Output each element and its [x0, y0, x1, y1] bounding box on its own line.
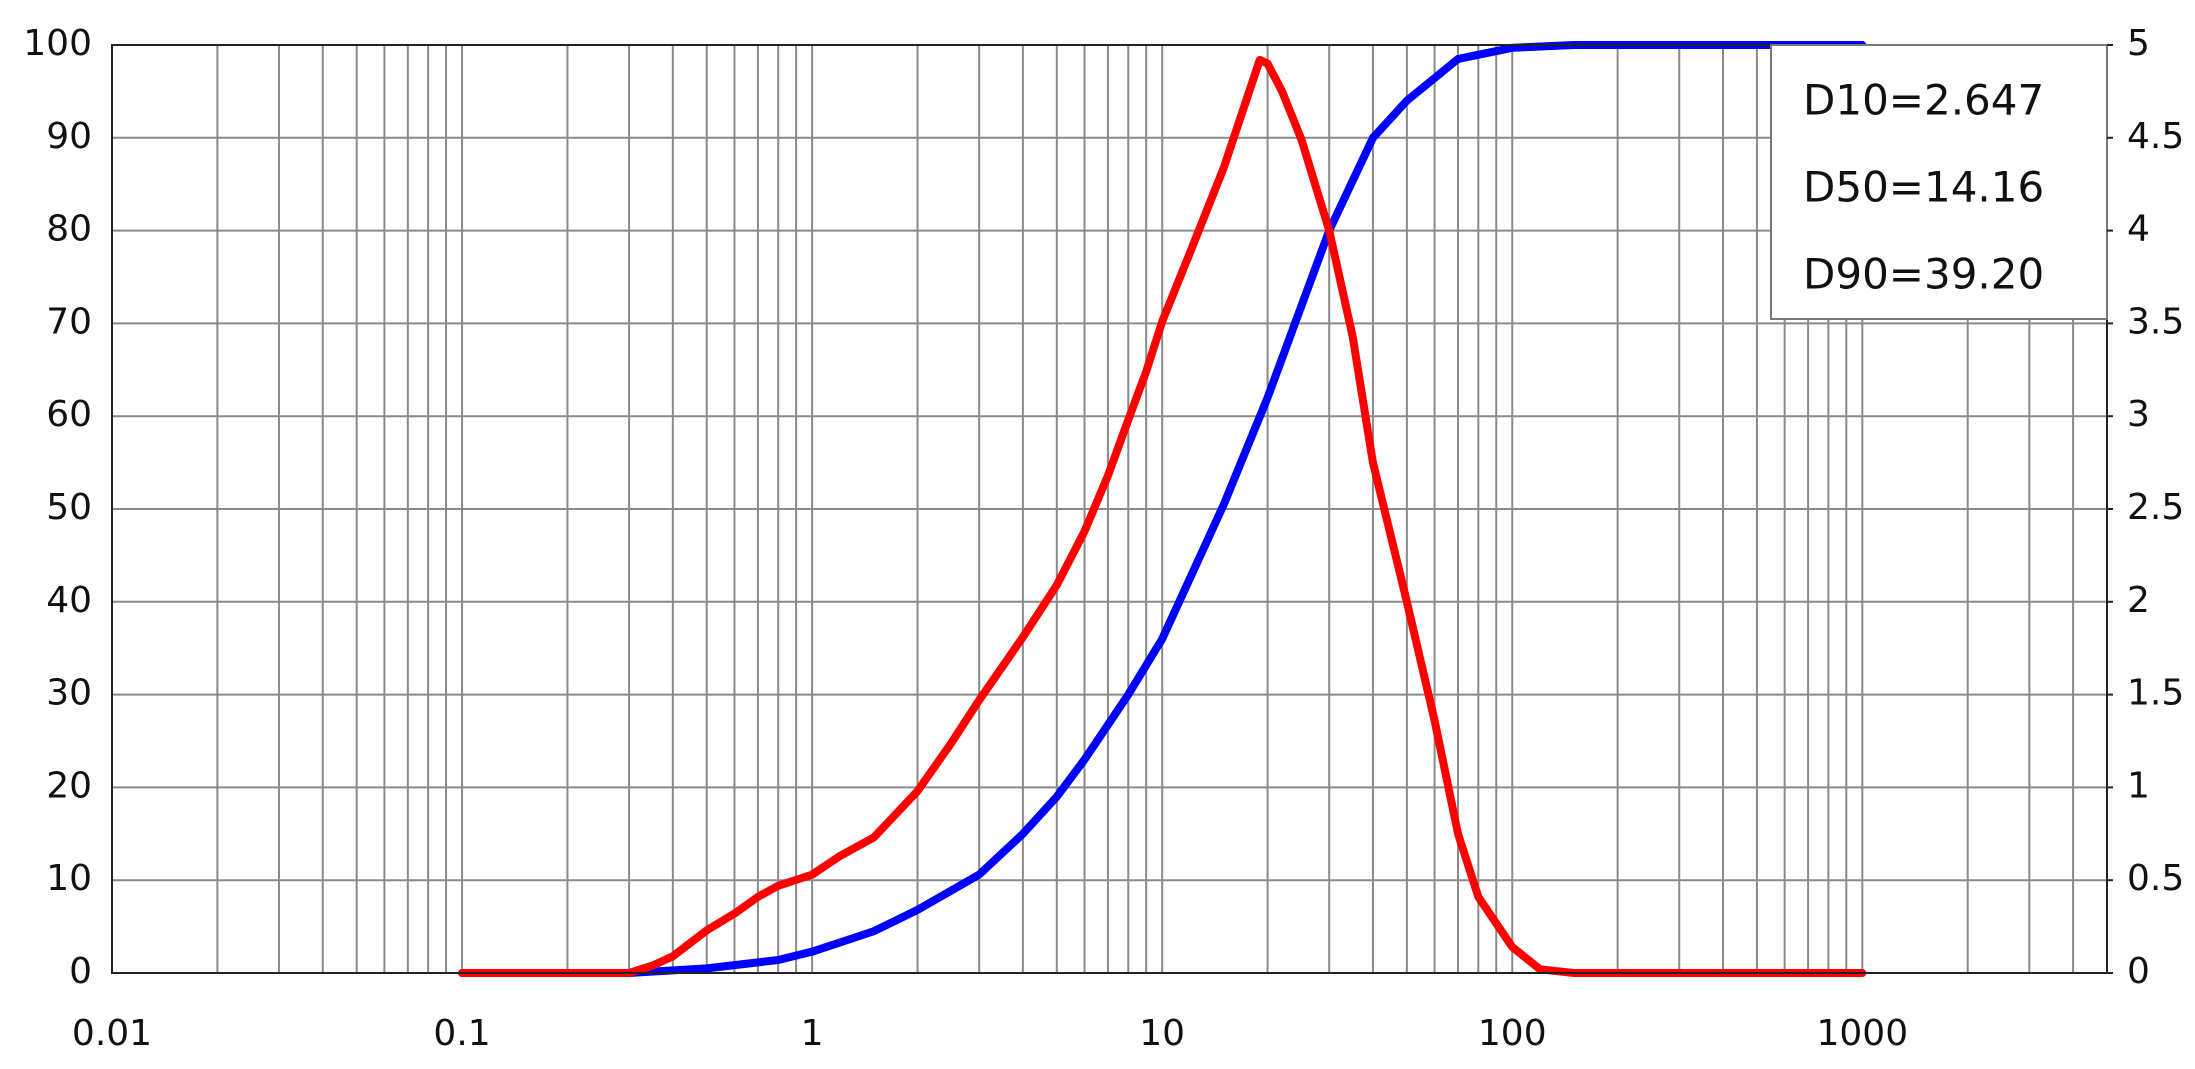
- annotation-box: D10=2.647 D50=14.16 D90=39.20: [1770, 44, 2108, 320]
- plot-lines: [458, 41, 1867, 977]
- x-tick-label: 0.1: [433, 1013, 490, 1054]
- y-tick-label: 30: [46, 673, 92, 714]
- annotation: D90=39.20: [1803, 250, 2044, 299]
- y2-tick-label: 4: [2127, 209, 2150, 250]
- y-tick-label: 90: [46, 116, 92, 157]
- y2-tick-label: 2.5: [2127, 487, 2184, 528]
- y2-tick-label: 0.5: [2127, 858, 2184, 899]
- y-tick-label: 70: [46, 301, 92, 342]
- y2-tick-label: 1: [2127, 765, 2150, 806]
- annotation: D10=2.647: [1803, 76, 2044, 125]
- y2-tick-label: 2: [2127, 580, 2150, 621]
- y-tick-label: 80: [46, 209, 92, 250]
- y-tick-label: 10: [46, 858, 92, 899]
- y-tick-label: 0: [69, 951, 92, 992]
- y-tick-label: 50: [46, 487, 92, 528]
- series-line: [458, 41, 1867, 977]
- y-tick-label: 60: [46, 394, 92, 435]
- y2-tick-label: 3.5: [2127, 301, 2184, 342]
- y2-tick-label: 4.5: [2127, 116, 2184, 157]
- series-line: [458, 55, 1867, 977]
- y2-tick-label: 0: [2127, 951, 2150, 992]
- y-tick-label: 40: [46, 580, 92, 621]
- y2-tick-label: 3: [2127, 394, 2150, 435]
- x-tick-label: 1: [801, 1013, 824, 1054]
- annotation-frame: [1770, 44, 2108, 320]
- y-tick-label: 100: [23, 23, 92, 64]
- annotation: D50=14.16: [1803, 163, 2044, 212]
- x-tick-label: 1000: [1817, 1013, 1909, 1054]
- y2-tick-label: 5: [2127, 23, 2150, 64]
- x-tick-label: 0.01: [72, 1013, 152, 1054]
- y2-tick-label: 1.5: [2127, 673, 2184, 714]
- x-tick-label: 100: [1478, 1013, 1547, 1054]
- x-tick-label: 10: [1139, 1013, 1185, 1054]
- y-tick-label: 20: [46, 765, 92, 806]
